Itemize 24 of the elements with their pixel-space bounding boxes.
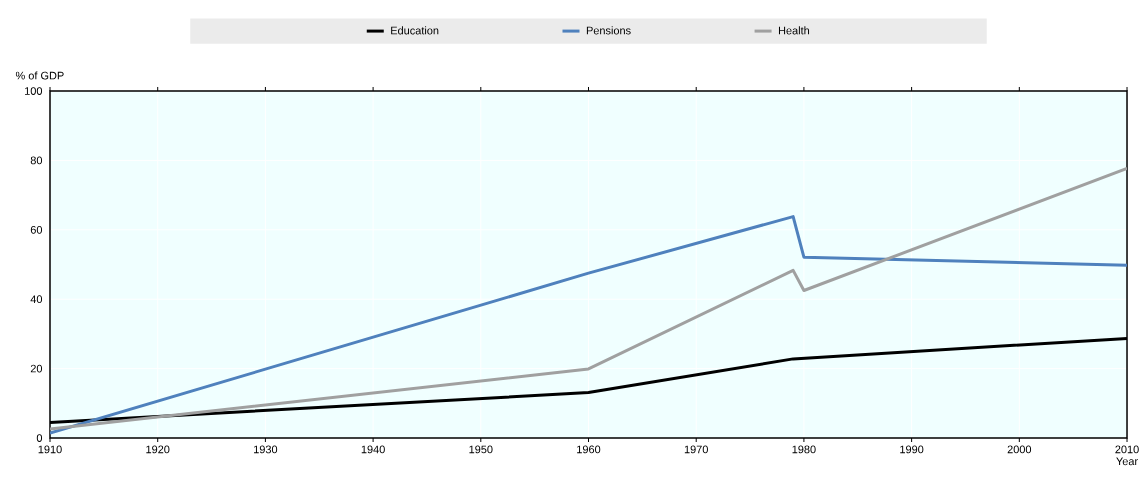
x-tick-label: 2000 (1007, 445, 1032, 454)
x-tick-label: 1920 (146, 445, 170, 454)
x-tick-label: 1960 (577, 445, 601, 454)
x-tick-label: 1930 (254, 445, 278, 454)
legend-label: Education (391, 26, 439, 35)
y-tick-label: 60 (30, 225, 43, 234)
y-tick-label: 100 (25, 87, 43, 95)
x-tick-label: 1970 (684, 445, 708, 454)
line-series (50, 215, 1128, 435)
legend-label: Pensions (586, 26, 631, 35)
x-axis-title: Year (1116, 457, 1138, 466)
y-tick-label: 0 (36, 434, 43, 442)
y-tick-label: 40 (30, 295, 43, 304)
y-tick-label: 20 (30, 364, 43, 373)
x-tick-label: 2010 (1115, 445, 1139, 454)
y-tick-label: 80 (30, 156, 43, 165)
x-tick-label: 1980 (792, 445, 816, 454)
x-tick-label: 1910 (38, 445, 62, 454)
legend-label: Health (778, 26, 810, 35)
x-tick-label: 1950 (469, 445, 493, 454)
line-series (50, 166, 1128, 431)
x-tick-label: 1940 (361, 445, 385, 454)
x-tick-label: 1990 (900, 445, 924, 454)
y-axis-title: % of GDP (15, 71, 64, 80)
